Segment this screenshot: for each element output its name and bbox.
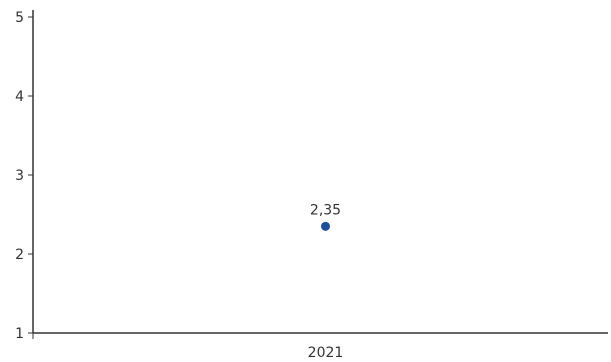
- data-label: 2,35: [310, 202, 341, 218]
- x-tick-label: 2021: [308, 345, 344, 361]
- y-tick-label: 2: [15, 247, 24, 263]
- y-tick-label: 3: [15, 168, 24, 184]
- plot-area: 2,35: [310, 202, 341, 231]
- y-axis: 1 2 3 4 5: [15, 10, 34, 342]
- data-point: [321, 221, 330, 231]
- x-axis: 2021: [32, 332, 608, 361]
- y-tick-label: 4: [15, 89, 24, 105]
- y-tick-label: 5: [15, 10, 24, 26]
- y-tick-label: 1: [15, 326, 24, 342]
